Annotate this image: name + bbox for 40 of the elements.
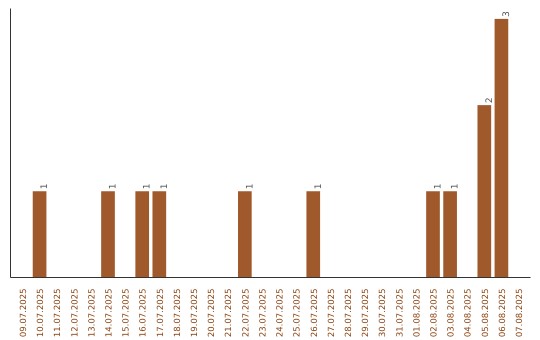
x-tick-label: 11.07.2025 bbox=[53, 288, 64, 338]
x-tick-label: 17.07.2025 bbox=[156, 288, 166, 338]
x-tick-label: 24.07.2025 bbox=[276, 288, 286, 338]
x-tick-label: 23.07.2025 bbox=[258, 288, 268, 338]
x-tick-label: 09.07.2025 bbox=[18, 288, 29, 338]
data-label: 1 bbox=[314, 184, 324, 190]
x-tick-label: 31.07.2025 bbox=[395, 288, 406, 338]
x-tick-label: 29.07.2025 bbox=[361, 288, 372, 338]
x-tick-label: 26.07.2025 bbox=[310, 288, 320, 338]
data-label: 3 bbox=[502, 11, 512, 17]
x-tick-label: 10.07.2025 bbox=[36, 288, 46, 338]
x-tick-label: 25.07.2025 bbox=[292, 288, 303, 338]
x-tick-label: 03.08.2025 bbox=[446, 288, 457, 338]
x-tick-label: 21.07.2025 bbox=[224, 288, 234, 338]
x-tick-label: 16.07.2025 bbox=[138, 288, 149, 338]
data-label: 1 bbox=[108, 184, 118, 190]
x-tick-label: 18.07.2025 bbox=[172, 288, 183, 338]
x-tick-label: 19.07.2025 bbox=[190, 288, 200, 338]
x-tick-label: 22.07.2025 bbox=[241, 288, 252, 338]
x-tick-label: 07.08.2025 bbox=[515, 288, 526, 338]
x-tick-label: 27.07.2025 bbox=[326, 288, 337, 338]
data-label: 1 bbox=[40, 184, 50, 190]
x-tick-label: 12.07.2025 bbox=[70, 288, 80, 338]
x-tick-label: 13.07.2025 bbox=[87, 288, 98, 338]
x-tick-label: 04.08.2025 bbox=[464, 288, 474, 338]
x-tick-label: 15.07.2025 bbox=[122, 288, 132, 338]
x-tick-label: 01.08.2025 bbox=[412, 288, 422, 338]
data-label: 1 bbox=[434, 184, 444, 190]
data-label: 2 bbox=[484, 97, 495, 104]
data-label: 1 bbox=[160, 184, 170, 190]
x-tick-label: 06.08.2025 bbox=[498, 288, 508, 338]
data-label: 1 bbox=[245, 184, 256, 190]
x-tick-label: 05.08.2025 bbox=[480, 288, 491, 338]
x-tick-label: 20.07.2025 bbox=[207, 288, 218, 338]
x-tick-label: 02.08.2025 bbox=[430, 288, 440, 338]
x-tick-label: 14.07.2025 bbox=[104, 288, 114, 338]
data-label: 1 bbox=[142, 184, 153, 190]
x-tick-label: 30.07.2025 bbox=[378, 288, 388, 338]
data-label: 1 bbox=[450, 184, 461, 190]
x-tick-label: 28.07.2025 bbox=[344, 288, 354, 338]
